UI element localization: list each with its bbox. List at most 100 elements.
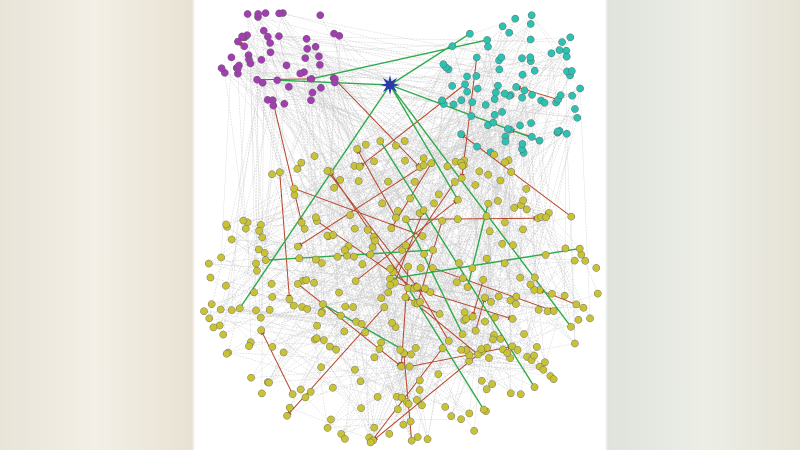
node [397, 362, 406, 371]
edge [405, 243, 503, 246]
node [458, 330, 467, 339]
node [227, 53, 236, 62]
edge [272, 297, 382, 348]
edge [225, 99, 559, 286]
node [458, 161, 467, 170]
node [303, 305, 312, 313]
edge [388, 163, 432, 293]
node [430, 199, 438, 208]
edge [265, 12, 577, 305]
edge [311, 78, 361, 382]
edge [231, 239, 324, 305]
edge [228, 352, 378, 398]
node [516, 121, 524, 130]
node [415, 386, 424, 394]
edge [247, 222, 251, 343]
edge [355, 280, 479, 355]
node [441, 403, 450, 411]
edge [261, 237, 330, 347]
edge [404, 95, 510, 142]
edge [439, 46, 453, 315]
edge [492, 349, 518, 385]
edge [268, 292, 389, 383]
node [261, 9, 270, 17]
node [378, 199, 387, 208]
node [235, 304, 244, 313]
node [280, 99, 289, 108]
edge [502, 26, 572, 72]
node [526, 35, 535, 44]
edge [262, 82, 578, 119]
node [335, 288, 343, 297]
node [290, 184, 298, 193]
edge [551, 53, 557, 103]
node [526, 20, 535, 28]
edge [250, 69, 449, 378]
node [267, 280, 276, 288]
edge [228, 301, 421, 353]
edge [315, 217, 551, 377]
edge [472, 136, 506, 317]
node [539, 365, 548, 374]
node [217, 253, 225, 262]
node [566, 33, 575, 42]
edge [432, 58, 523, 251]
node [243, 10, 252, 18]
edge [486, 277, 536, 390]
edge [391, 26, 503, 323]
node [302, 34, 311, 43]
node [421, 284, 429, 293]
node [387, 224, 396, 233]
edge [203, 229, 368, 312]
node [330, 29, 338, 38]
edge [312, 92, 487, 390]
node [239, 216, 248, 225]
node [413, 396, 421, 404]
edge [260, 105, 274, 318]
node [307, 96, 315, 105]
node [397, 393, 406, 402]
node [234, 37, 242, 46]
node [448, 82, 456, 90]
node [258, 233, 266, 242]
edge [520, 277, 565, 296]
highlight-edge [389, 33, 471, 86]
edge [307, 18, 516, 310]
node [406, 194, 414, 203]
node [238, 32, 246, 41]
edge [247, 133, 567, 223]
edge [365, 74, 523, 333]
edge [531, 94, 547, 218]
node [479, 275, 488, 284]
edge [448, 69, 591, 319]
edge [515, 229, 524, 305]
node [434, 190, 443, 199]
edge [253, 111, 503, 293]
edge [286, 65, 355, 257]
directed-edge [416, 286, 450, 342]
edge [333, 33, 380, 350]
node [295, 254, 304, 263]
directed-edge [260, 329, 294, 395]
edge [257, 16, 398, 410]
edge [315, 46, 348, 256]
directed-edge [404, 296, 440, 315]
edge [327, 136, 532, 429]
node [518, 93, 526, 102]
edge [340, 315, 494, 336]
node [457, 174, 466, 183]
node [370, 157, 378, 166]
node [323, 424, 332, 432]
node [507, 168, 516, 176]
edge [260, 317, 375, 428]
node [428, 264, 437, 272]
node [400, 137, 409, 145]
node [506, 296, 515, 305]
edge [277, 80, 542, 218]
edge [223, 59, 262, 335]
edge [448, 92, 497, 341]
edge [297, 168, 462, 351]
edge [401, 207, 515, 367]
edge [395, 145, 544, 370]
node [266, 48, 275, 57]
